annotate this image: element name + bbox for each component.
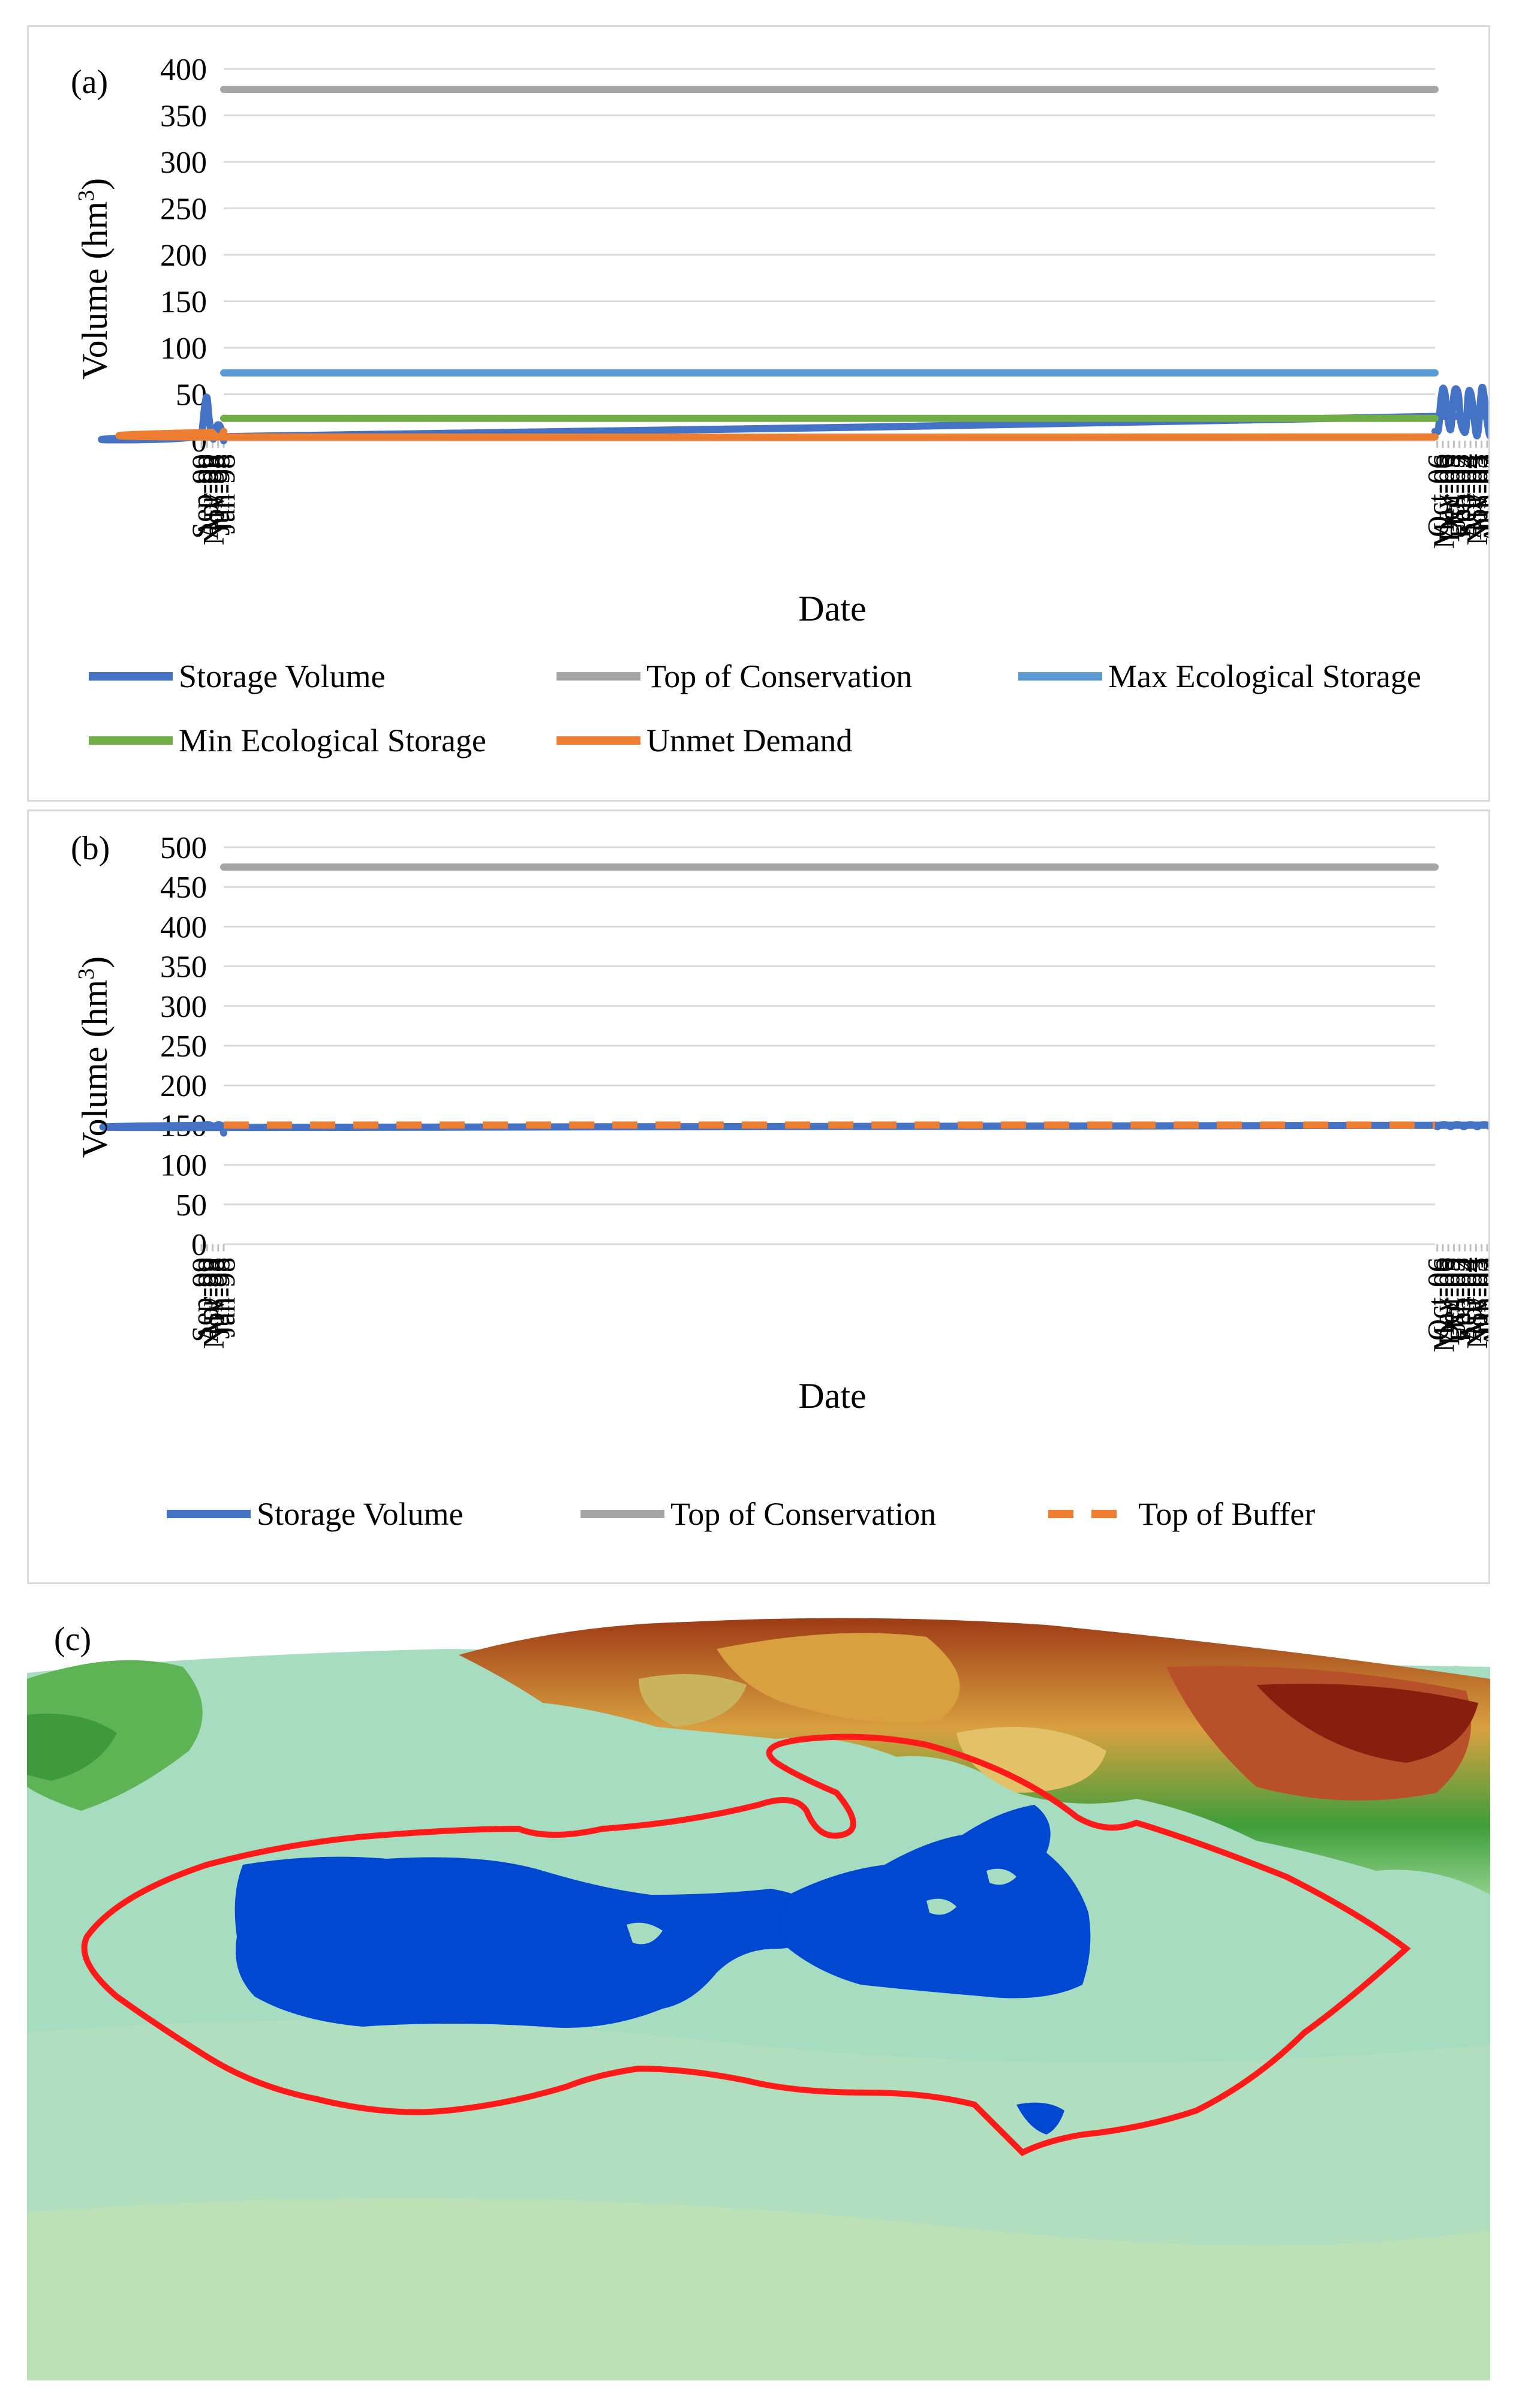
legend-label: Storage Volume (179, 658, 386, 694)
x-tick-label: Nov-03 (1460, 454, 1488, 546)
x-axis-label-a: Date (798, 589, 866, 628)
x-tick-label: Jul-05 (1437, 1257, 1471, 1332)
chart-panel-b: (b) 0 50 100 150 200 250 300 350 400 450 500 Jan-9… (27, 809, 1519, 1584)
x-tick-label: Nov-03 (1460, 1257, 1488, 1349)
y-tick-label: 250 (160, 192, 207, 227)
x-tick-label: May-06 (1427, 454, 1460, 549)
y-tick-label: 100 (160, 1149, 207, 1183)
x-tick-label: Apr-04 (1454, 1257, 1488, 1343)
x-tick-label: May-06 (1427, 1257, 1460, 1352)
y-tick-label: 150 (160, 285, 207, 320)
x-tick-label: Nov-98 (197, 454, 230, 546)
legend-label: Max Ecological Storage (1108, 658, 1421, 694)
reservoir-water (234, 1856, 837, 2028)
y-tick-label: 300 (160, 146, 207, 180)
chart-panel-a: (a) 0 50 100 150 200 250 300 350 400 Jan-98 Jun-9… (27, 25, 1519, 802)
y-tick-label: 200 (160, 1069, 207, 1103)
y-tick-label: 450 (160, 871, 207, 905)
x-tick-label: Sep-04 (1449, 454, 1482, 539)
terrain-map-panel: (c) (27, 1613, 1490, 2380)
x-tick-label: Oct-06 (1421, 1257, 1455, 1341)
y-tick-label: 100 (160, 332, 207, 366)
x-tick-label: Jun-98 (202, 454, 236, 535)
x-tick-label: Apr-99 (191, 454, 224, 540)
x-tick-label: Apr-04 (1454, 454, 1488, 540)
legend-label: Min Ecological Storage (179, 723, 486, 758)
legend-label: Unmet Demand (646, 723, 852, 758)
x-tick-label: Apr-99 (191, 1257, 224, 1343)
y-tick-label: 250 (160, 1030, 207, 1064)
legend-label: Top of Conservation (646, 658, 912, 694)
x-tick-label: Jun-98 (202, 1257, 236, 1339)
x-tick-label: Oct-06 (1421, 454, 1455, 537)
y-tick-label: 200 (160, 239, 207, 273)
x-tick-label: Jan-98 (207, 1257, 241, 1337)
y-tick-label: 400 (160, 910, 207, 944)
x-tick-label: Dec-05 (1432, 454, 1466, 542)
y-tick-label: 350 (160, 100, 207, 134)
y-tick-label: 300 (160, 990, 207, 1024)
panel-label-b: (b) (71, 830, 110, 867)
panel-label-c: (c) (54, 1621, 91, 1658)
y-tick-label: 500 (160, 831, 207, 865)
series-line-storage-volume (98, 383, 1519, 444)
y-tick-label: 50 (176, 1188, 207, 1223)
y-tick-label: 0 (191, 1228, 207, 1262)
y-tick-label: 400 (160, 53, 207, 87)
panel-label-a: (a) (71, 64, 108, 101)
x-tick-label: Sep-99 (185, 454, 219, 539)
x-tick-label: Sep-99 (185, 1257, 219, 1343)
series-line-unmet-demand (115, 428, 1439, 441)
legend-label: Top of Conservation (670, 1496, 936, 1532)
y-axis-label-a: Volume (hm3) (74, 178, 115, 380)
legend-label: Top of Buffer (1138, 1496, 1315, 1532)
y-tick-label: 350 (160, 950, 207, 985)
x-tick-label: Feb-05 (1443, 1257, 1477, 1343)
x-tick-label: Sep-04 (1449, 1257, 1482, 1343)
x-tick-label: Jan-98 (207, 454, 241, 534)
x-tick-label: Jul-05 (1437, 454, 1471, 529)
x-axis-label-b: Date (798, 1376, 866, 1416)
x-tick-label: Feb-05 (1443, 454, 1477, 539)
y-axis-label-b: Volume (hm3) (74, 956, 115, 1158)
reservoir-boundary (81, 1733, 1411, 2157)
x-tick-label: Dec-05 (1432, 1257, 1466, 1346)
terrain-map: (c) (27, 1613, 1490, 2380)
legend-label: Storage Volume (257, 1496, 464, 1532)
x-tick-label: Nov-98 (197, 1257, 230, 1349)
